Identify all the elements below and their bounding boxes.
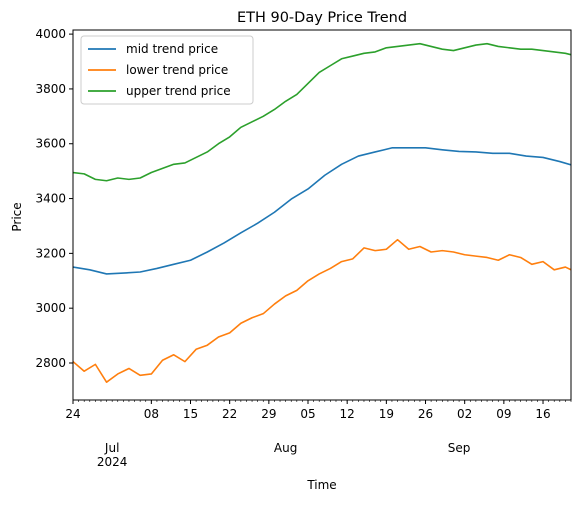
x-axis-label: Time: [306, 478, 336, 492]
x-tick-label: 15: [183, 407, 198, 421]
x-tick-label: 05: [300, 407, 315, 421]
x-tick-label: 26: [418, 407, 433, 421]
x-tick-label: 02: [457, 407, 472, 421]
series-line-3: [73, 42, 571, 182]
legend-label: upper trend price: [126, 84, 231, 98]
legend-label: lower trend price: [126, 63, 228, 77]
x-tick-label: 24: [65, 407, 80, 421]
y-axis: 2800 3000 3200 3400 3600 3800 4000: [35, 27, 73, 370]
chart-title: ETH 90-Day Price Trend: [237, 10, 407, 26]
x-tick-label: 09: [496, 407, 511, 421]
legend-box: [80, 35, 254, 105]
y-tick-label: 3200: [35, 246, 66, 260]
x-tick-label: 19: [379, 407, 394, 421]
x-tick-label: Aug: [274, 441, 297, 455]
series-line-1: [73, 147, 571, 275]
y-axis-label: Price: [10, 202, 24, 231]
x-tick-label: Sep: [448, 441, 471, 455]
y-tick-label: 4000: [35, 27, 66, 41]
y-tick-label: 3000: [35, 301, 66, 315]
x-tick-label: Jul: [104, 441, 119, 455]
x-tick-label: 29: [261, 407, 276, 421]
y-tick-label: 2800: [35, 356, 66, 370]
series-line-2: [73, 238, 571, 383]
x-tick-label: 22: [222, 407, 237, 421]
plot-area: [73, 42, 571, 383]
y-tick-label: 3600: [35, 137, 66, 151]
axes-frame: [72, 29, 572, 401]
x-tick-label: 2024: [97, 455, 128, 469]
x-tick-label: 08: [144, 407, 159, 421]
y-tick-label: 3400: [35, 192, 66, 206]
legend: mid trend price lower trend price upper tr…: [80, 35, 254, 105]
x-tick-label: 16: [535, 407, 550, 421]
y-tick-label: 3800: [35, 82, 66, 96]
x-tick-label: 12: [340, 407, 355, 421]
legend-label: mid trend price: [126, 42, 218, 56]
